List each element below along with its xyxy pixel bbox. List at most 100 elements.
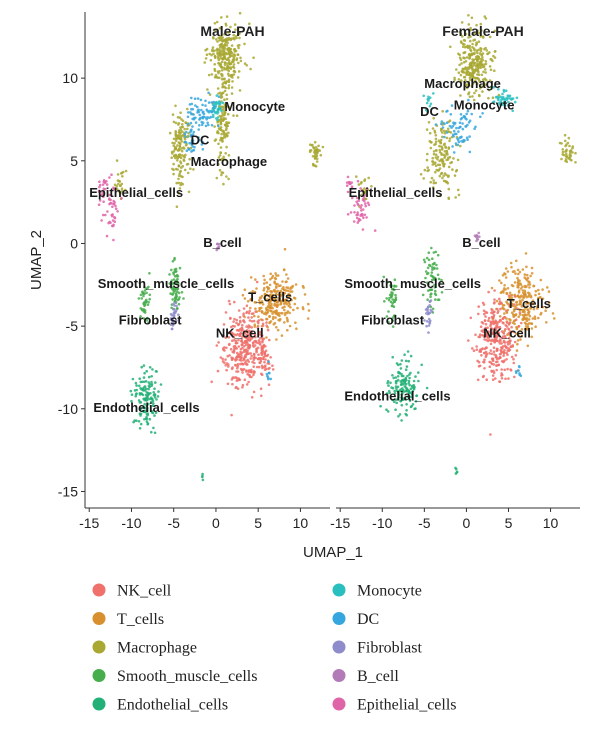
cell-point	[223, 61, 227, 64]
cell-point	[252, 341, 255, 345]
cell-point	[187, 111, 190, 114]
cell-point	[477, 305, 481, 308]
cell-point	[113, 201, 116, 204]
cell-point	[145, 318, 149, 322]
cluster-label: B_cell	[203, 235, 241, 250]
cell-point	[511, 321, 515, 325]
cell-point	[213, 55, 217, 58]
cell-point	[420, 363, 424, 367]
cell-point	[236, 333, 239, 336]
cell-point	[182, 158, 186, 161]
cell-point	[530, 322, 533, 325]
cell-point	[442, 143, 446, 147]
cell-point	[97, 189, 101, 193]
cell-point	[114, 204, 117, 208]
cell-point	[191, 139, 195, 142]
cluster-label: DC	[420, 104, 439, 119]
cell-point	[170, 327, 174, 331]
cell-point	[120, 187, 124, 190]
cell-point	[364, 202, 367, 205]
cell-point	[220, 173, 223, 177]
cell-point	[467, 339, 470, 342]
cluster-label: Endothelial_cells	[344, 389, 450, 404]
cell-point	[392, 314, 396, 318]
cell-point	[183, 127, 186, 131]
cell-point	[523, 293, 527, 297]
cell-point	[436, 155, 440, 159]
cell-point	[450, 160, 454, 164]
cell-point	[105, 183, 109, 186]
cell-point	[474, 89, 478, 92]
cell-point	[465, 86, 469, 90]
cell-point	[263, 278, 266, 282]
cell-point	[217, 163, 220, 166]
cell-point	[510, 98, 513, 101]
cell-point	[145, 369, 148, 373]
cell-point	[257, 353, 260, 357]
cell-point	[219, 356, 223, 359]
cell-point	[484, 346, 488, 350]
cell-point	[447, 197, 451, 201]
legend-label: NK_cell	[117, 583, 172, 600]
cell-point	[176, 280, 179, 284]
cell-point	[460, 21, 464, 24]
cell-point	[449, 45, 452, 49]
cell-point	[351, 196, 354, 200]
cell-point	[498, 300, 502, 303]
cell-point	[247, 344, 250, 348]
cell-point	[268, 338, 271, 342]
cell-point	[267, 383, 271, 387]
cell-point	[399, 399, 402, 403]
cell-point	[224, 358, 227, 361]
cell-point	[225, 58, 229, 62]
cell-point	[281, 299, 285, 303]
cell-point	[224, 158, 227, 162]
cell-point	[243, 339, 247, 343]
cell-point	[216, 76, 219, 79]
cell-point	[537, 292, 541, 296]
cell-point	[479, 49, 483, 53]
cell-point	[461, 70, 465, 74]
cell-point	[277, 293, 281, 297]
cell-point	[118, 184, 122, 187]
cell-point	[511, 284, 515, 288]
cell-point	[445, 136, 449, 140]
cell-point	[493, 289, 496, 292]
cell-point	[284, 280, 288, 284]
cell-point	[565, 152, 568, 156]
cell-point	[216, 48, 220, 52]
cell-point	[279, 289, 283, 293]
cell-point	[259, 296, 263, 300]
cell-point	[232, 48, 236, 51]
cell-point	[232, 63, 236, 66]
cell-point	[424, 308, 428, 311]
cell-point	[359, 187, 362, 190]
cell-point	[480, 63, 484, 67]
cell-point	[455, 471, 459, 474]
cell-point	[178, 170, 182, 174]
cell-point	[525, 317, 529, 320]
cell-point	[454, 196, 458, 199]
cell-point	[438, 144, 441, 148]
cell-point	[449, 113, 453, 116]
cell-point	[551, 312, 555, 315]
cell-point	[244, 343, 248, 347]
cell-point	[472, 98, 476, 102]
cell-point	[478, 333, 482, 337]
cell-point	[445, 180, 448, 184]
cell-point	[367, 203, 371, 207]
cell-point	[241, 386, 244, 389]
cell-point	[240, 339, 243, 343]
cell-point	[113, 183, 117, 187]
cell-point	[313, 140, 317, 144]
cell-point	[399, 362, 402, 366]
cell-point	[230, 325, 233, 329]
cell-point	[362, 195, 366, 198]
cell-point	[193, 97, 197, 100]
cell-point	[168, 131, 172, 135]
cell-point	[156, 395, 160, 398]
cell-point	[260, 394, 263, 398]
cell-point	[268, 321, 271, 325]
cell-point	[464, 32, 468, 36]
cell-point	[391, 298, 395, 301]
